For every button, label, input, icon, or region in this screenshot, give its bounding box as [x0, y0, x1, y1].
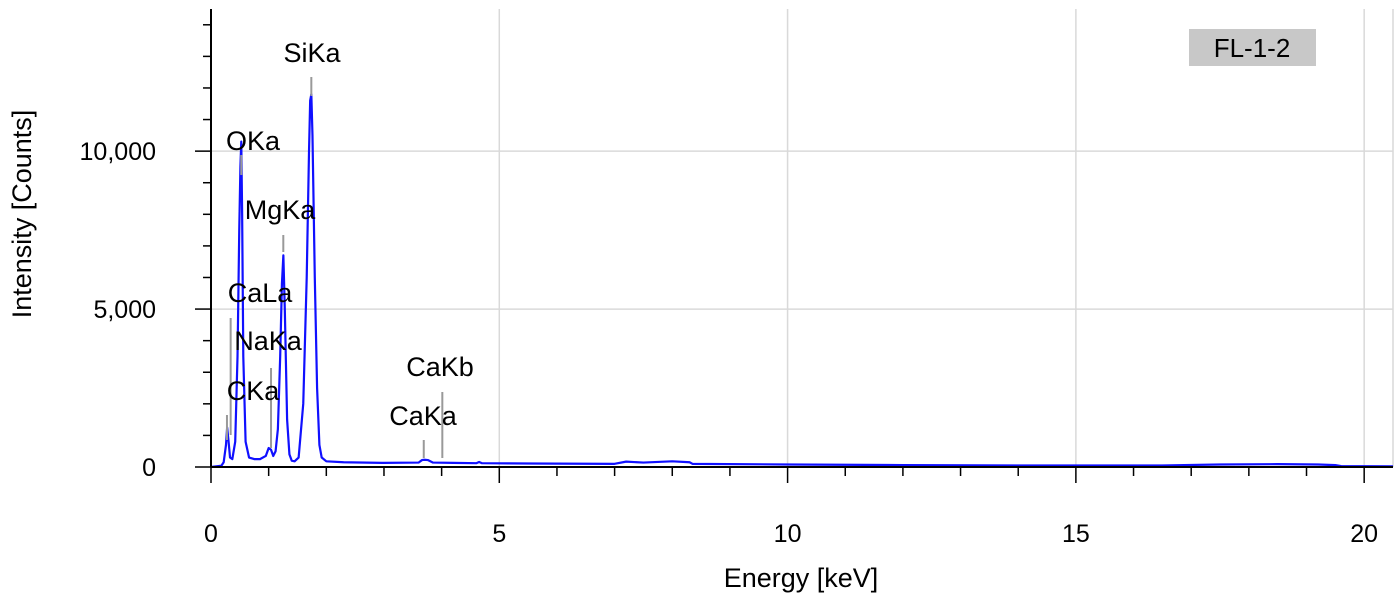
y-tick-label-2: 10,000 — [80, 138, 156, 166]
peak-label-cka: CKa — [227, 376, 281, 406]
peak-markers — [225, 77, 444, 458]
x-axis-title: Energy [keV] — [724, 563, 879, 593]
x-tick-label-1: 5 — [492, 520, 506, 548]
series-layer — [210, 93, 1394, 469]
peak-label-cakb: CaKb — [406, 352, 474, 382]
x-tick-label-2: 10 — [774, 520, 802, 548]
x-tick-label-0: 0 — [204, 520, 218, 548]
peak-label-oka: OKa — [226, 126, 281, 156]
y-axis-title: Intensity [Counts] — [7, 110, 37, 319]
peak-labels: CKa OKa CaLa NaKa MgKa SiKa CaKa CaKb — [226, 38, 474, 431]
x-tick-label-3: 15 — [1062, 520, 1090, 548]
x-tick-label-4: 20 — [1350, 520, 1378, 548]
sample-badge-background — [1189, 29, 1316, 66]
axes: 0 5 10 15 20 0 5,000 10,000 — [80, 9, 1393, 548]
peak-label-naka: NaKa — [234, 326, 303, 356]
peak-label-mgka: MgKa — [245, 195, 317, 225]
y-tick-label-1: 5,000 — [93, 296, 156, 324]
sample-badge: FL-1-2 — [1189, 29, 1316, 66]
sample-badge-label: FL-1-2 — [1214, 33, 1291, 63]
spectrum-line-0 — [210, 93, 1394, 469]
peak-label-sika: SiKa — [283, 38, 341, 68]
peak-label-cala: CaLa — [228, 278, 294, 308]
peak-label-caka: CaKa — [389, 401, 458, 431]
grid-lines — [211, 9, 1394, 467]
y-tick-label-0: 0 — [142, 454, 156, 482]
